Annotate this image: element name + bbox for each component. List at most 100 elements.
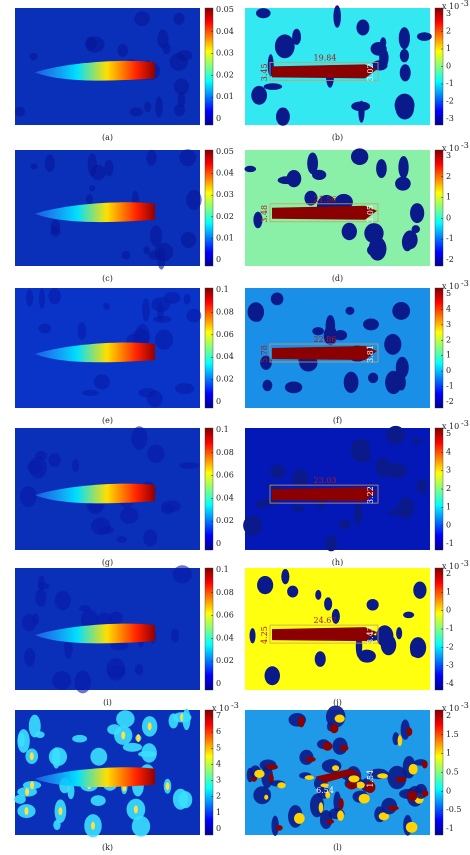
blob — [339, 744, 349, 752]
exponent-base: x 10 — [442, 422, 459, 431]
blob — [179, 462, 200, 469]
colorbar-tick-label: 0 — [216, 397, 221, 406]
blob — [110, 640, 129, 651]
blob — [103, 302, 110, 311]
blob — [395, 356, 409, 379]
colorbar-tick-label: -1 — [446, 824, 454, 833]
blob — [370, 42, 387, 56]
blob — [294, 812, 305, 824]
colorbar-tick-label: 0 — [446, 521, 451, 530]
blob — [345, 306, 355, 315]
exponent-power: -3 — [231, 701, 239, 710]
blob — [149, 225, 163, 247]
colorbar-tick-label: 4 — [446, 447, 451, 456]
plume — [35, 342, 155, 363]
exponent-power: -3 — [461, 701, 469, 710]
blob — [395, 176, 411, 191]
blob — [142, 298, 150, 322]
colorbar-tick-label: 0.02 — [216, 70, 234, 79]
blob — [406, 727, 413, 737]
height-label: 3.48 — [260, 205, 269, 223]
blob — [54, 590, 71, 611]
exponent-base: x 10 — [442, 144, 459, 153]
blob — [157, 302, 164, 322]
blob — [147, 722, 152, 731]
blob — [243, 515, 262, 536]
colorbar-tick-label: 2 — [446, 172, 451, 181]
blob — [343, 371, 359, 393]
panel-label: (b) — [332, 133, 343, 142]
blob — [270, 464, 286, 479]
blob — [90, 795, 106, 806]
panel-label: (d) — [332, 274, 343, 283]
blob — [367, 245, 376, 256]
crack — [272, 627, 377, 642]
colorbar-tick-label: 0 — [446, 366, 451, 375]
colorbar-tick-label: 0.1 — [216, 285, 229, 294]
blob — [172, 565, 192, 584]
blob — [186, 308, 202, 323]
blob — [325, 791, 331, 799]
blob — [155, 96, 163, 118]
colorbar-tick-label: 5 — [446, 429, 451, 438]
blob — [143, 529, 158, 547]
length-label: 21.56 — [314, 195, 337, 204]
blob — [24, 648, 36, 667]
blob — [146, 149, 157, 166]
height-label: 3.02 — [366, 63, 375, 81]
blob — [398, 27, 410, 50]
blob — [405, 821, 418, 833]
colorbar-tick-label: 0.01 — [216, 233, 234, 242]
bounding-box — [269, 203, 379, 223]
blob — [333, 5, 341, 28]
blob — [91, 821, 96, 830]
blob — [307, 152, 319, 175]
blob — [72, 459, 80, 472]
blob — [106, 658, 126, 681]
length-label: 19.84 — [314, 53, 337, 62]
blob — [119, 507, 139, 524]
colorbar-tick-label: 0 — [216, 539, 221, 548]
blob — [87, 153, 97, 176]
blob — [174, 383, 195, 395]
blob — [183, 293, 191, 305]
blob — [48, 453, 61, 467]
blob — [77, 322, 87, 340]
blob — [141, 743, 157, 763]
blob — [17, 729, 30, 753]
colorbar-tick-label: 2 — [446, 27, 451, 36]
blob — [249, 628, 256, 644]
colorbar-tick-label: 5 — [216, 743, 221, 752]
blob — [174, 78, 190, 95]
blob — [170, 628, 180, 643]
blob — [421, 760, 428, 769]
colorbar-tick-label: 0 — [446, 786, 451, 795]
colorbar-tick-label: 0.01 — [216, 92, 234, 101]
panel: 6.54 1.54 2 1.5 1 0.5 0 -0.5 -1 x 10 -3 (l) — [245, 701, 469, 852]
panel-label: (a) — [102, 133, 113, 142]
blob — [326, 819, 335, 824]
colorbar-tick-label: 1 — [446, 502, 451, 511]
blob — [131, 426, 148, 450]
panel-label: (c) — [102, 274, 113, 283]
blob — [253, 315, 262, 322]
blob — [397, 374, 406, 391]
blob — [396, 627, 403, 640]
blob — [116, 536, 127, 543]
blob — [356, 781, 365, 789]
blob — [410, 203, 425, 224]
blob — [162, 42, 171, 55]
bounding-box — [269, 343, 379, 363]
panel: 21.56 3.48 3.05 3 2 1 0 -1 -2 x 10 -3 (d) — [244, 141, 469, 283]
blob — [274, 34, 295, 59]
blob — [74, 670, 91, 694]
colorbar-tick-label: -1 — [446, 234, 454, 243]
exponent-base: x 10 — [442, 704, 459, 713]
colorbar-tick-label: 1 — [446, 749, 451, 758]
colorbar-tick-label: 3 — [216, 776, 221, 785]
length-label: 6.54 — [316, 786, 334, 795]
colorbar-tick-label: 0.1 — [216, 425, 229, 434]
